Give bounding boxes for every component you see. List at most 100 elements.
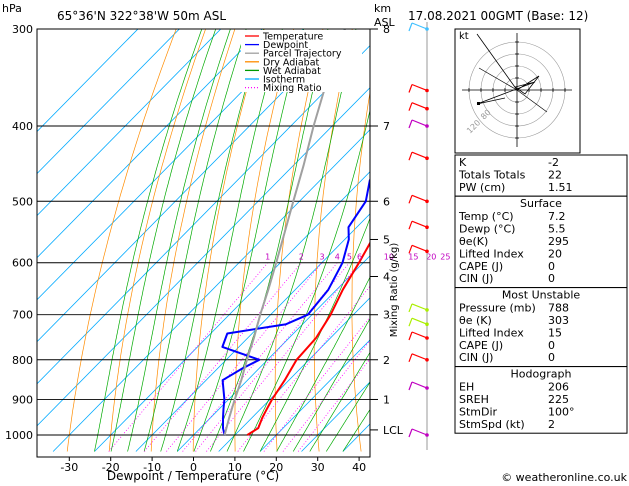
isotherm-line (94, 171, 370, 452)
table-row-value: 0 (548, 351, 555, 364)
legend-label: Temperature (262, 32, 323, 43)
table-row-value: 295 (548, 235, 569, 248)
wind-barb (411, 317, 428, 325)
wind-barb-flag (408, 84, 413, 93)
mixing-ratio-label: 6 (357, 253, 362, 262)
wind-barb-flag (408, 195, 413, 204)
wet-adiabat-line (309, 351, 370, 452)
indices-table: K -2 Totals Totals 22 PW (cm) 1.51 Surface Temp… (454, 154, 628, 434)
mixing-ratio-line (144, 262, 302, 452)
wind-barb-flag (408, 102, 413, 111)
table-row-label: CAPE (J) (459, 260, 503, 273)
pressure-tick-label: 500 (12, 195, 33, 208)
x-tick-label: -10 (143, 461, 161, 474)
km-tick-label: LCL (383, 424, 404, 437)
height-km-axis: 8 7 6 5 4 3 2 1 LCL (370, 22, 428, 450)
wet-adiabat-line (276, 276, 370, 452)
wet-adiabat-line (143, 29, 247, 452)
table-row-value: 2 (548, 418, 555, 431)
wind-barb (411, 194, 428, 202)
table-row-value: 0 (548, 260, 555, 273)
wind-barb-flag (408, 245, 413, 254)
km-tick-label: 7 (383, 120, 390, 133)
table-row-label: CIN (J) (459, 351, 493, 364)
table-section-title: Hodograph (511, 368, 572, 381)
isotherm-line (259, 339, 370, 452)
table-section-title: Most Unstable (502, 289, 581, 302)
wet-adiabat-line (292, 317, 370, 452)
isotherm-line (135, 213, 370, 452)
table-row-label: PW (cm) (459, 181, 505, 194)
table-row-value: 15 (548, 326, 562, 339)
series-parcel-trajectory (223, 29, 346, 436)
wet-adiabat-line (259, 217, 370, 452)
wind-barb-flag (408, 303, 413, 313)
hodograph-marker (477, 102, 480, 105)
wind-barb-flag (408, 220, 413, 230)
temperature-tick-labels: -30 -20 -10 0 10 20 30 40 (60, 457, 366, 474)
legend-label: Isotherm (263, 75, 305, 86)
mixing-ratio-line (282, 339, 370, 452)
wind-barb-dot (425, 156, 429, 160)
table-row-label: Pressure (mb) (459, 302, 536, 315)
table-row-value: 225 (548, 393, 569, 406)
wind-barb-flag (408, 22, 413, 32)
isotherm-line (37, 29, 263, 259)
mixing-ratio-label: 10 (384, 253, 394, 262)
pressure-tick-label: 300 (12, 23, 33, 36)
table-section (454, 154, 628, 197)
wind-barb-flag (408, 331, 413, 341)
dry-adiabat-line (351, 90, 370, 452)
plot-frame (36, 28, 371, 458)
km-tick-label: 4 (383, 271, 390, 284)
isotherm-line (37, 29, 139, 133)
isotherm-line (177, 255, 370, 452)
wind-barb (411, 331, 428, 339)
pressure-tick-labels: 300 400 500 600 700 800 900 1000 (5, 23, 33, 442)
dry-adiabat-line (108, 29, 206, 452)
table-row-label: Lifted Index (459, 326, 524, 339)
wind-barb-flag (408, 381, 413, 391)
date-title: 17.08.2021 00GMT (Base: 12) (408, 9, 588, 23)
x-axis-title: Dewpoint / Temperature (°C) (107, 469, 279, 483)
wet-adiabat-line (94, 29, 203, 452)
table-row-label: EH (459, 381, 474, 394)
dry-adiabat-line (192, 29, 265, 452)
wind-barb (411, 102, 428, 110)
legend-label: Dewpoint (263, 40, 308, 51)
legend-label: Dry Adiabat (263, 57, 320, 68)
pressure-tick-label: 1000 (5, 429, 33, 442)
mixing-ratio-label: 1 (265, 253, 270, 262)
mixing-ratio-label: 20 (426, 253, 436, 262)
legend-label: Parcel Trajectory (263, 49, 342, 60)
pressure-tick-label: 700 (12, 309, 33, 322)
wind-barb-dot (425, 322, 429, 327)
table-row-label: θe(K) (459, 235, 488, 248)
mixing-ratio-label: 5 (347, 253, 352, 262)
isotherm-line (37, 29, 222, 217)
table-row-label: Totals Totals (458, 168, 526, 181)
mixing-ratio-label: 2 (299, 253, 304, 262)
wind-barb-dot (425, 199, 429, 204)
wind-barb-dot (425, 225, 429, 229)
wind-barb (411, 244, 428, 252)
table-row-value: 100° (548, 405, 575, 418)
table-row-value: 22 (548, 168, 562, 181)
table-section (454, 287, 628, 368)
table-row-value: 0 (548, 339, 555, 352)
wet-adiabat-line (110, 29, 217, 452)
km-tick-label: 8 (383, 23, 390, 36)
table-row-label: K (459, 156, 467, 169)
wind-barb-dot (425, 106, 429, 111)
dry-adiabat-line (150, 29, 236, 452)
wet-adiabat-line (176, 29, 283, 452)
series-dewpoint (221, 178, 370, 436)
wind-barb-dot (425, 249, 429, 254)
x-tick-label: 40 (352, 461, 366, 474)
table-row-label: StmSpd (kt) (459, 418, 525, 431)
mixing-ratio-line (108, 262, 269, 452)
wind-barb-flag (408, 151, 413, 161)
